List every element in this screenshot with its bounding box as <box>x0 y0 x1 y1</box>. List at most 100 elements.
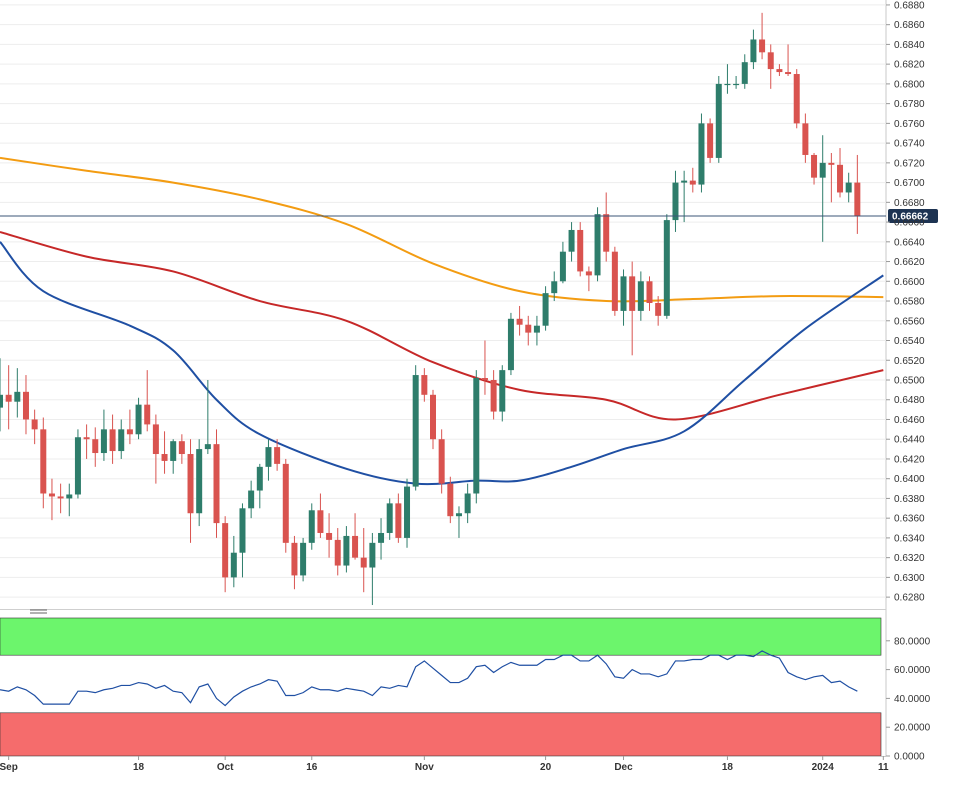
candle <box>334 528 341 576</box>
candle-body <box>109 429 116 452</box>
y-tick-label: 0.6820 <box>894 60 925 71</box>
candle <box>300 537 307 582</box>
candle-body <box>74 437 81 495</box>
candle <box>0 358 3 432</box>
price-gridlines <box>0 4 886 598</box>
y-tick-label: 0.6640 <box>894 237 925 248</box>
candle-body <box>551 281 558 294</box>
candle-body <box>135 404 142 435</box>
y-tick-label: 0.6540 <box>894 336 925 347</box>
candle-body <box>152 424 159 455</box>
candle-body <box>352 535 359 558</box>
candle-body <box>741 62 748 84</box>
candle <box>256 463 263 509</box>
candle <box>854 154 861 234</box>
candle <box>74 429 81 499</box>
candle <box>447 476 454 524</box>
y-tick-label: 0.6320 <box>894 553 925 564</box>
x-tick-label: 16 <box>306 762 318 773</box>
candle-body <box>507 318 514 371</box>
candle <box>343 526 350 573</box>
candle-body <box>360 557 367 568</box>
y-tick-label: 0.6340 <box>894 533 925 544</box>
x-tick-label: Oct <box>217 762 234 773</box>
panel-divider[interactable] <box>0 609 886 614</box>
y-tick-label: 0.6860 <box>894 20 925 31</box>
candle-body <box>750 39 757 63</box>
candle <box>655 296 662 326</box>
candle-body <box>395 503 402 538</box>
candle <box>455 506 462 538</box>
candle-body <box>438 439 445 484</box>
candle-body <box>845 182 852 193</box>
candle-body <box>412 375 419 487</box>
y-tick-label: 0.6740 <box>894 139 925 150</box>
candle <box>239 503 246 578</box>
sma-mid-line <box>0 230 884 421</box>
candle-body <box>447 483 454 517</box>
candle <box>559 241 566 284</box>
y-tick-label: 0.6780 <box>894 99 925 110</box>
candle-body <box>663 220 670 316</box>
y-tick-label: 0.6400 <box>894 474 925 485</box>
candle <box>577 222 584 277</box>
candle <box>144 370 151 432</box>
current-price-line: 0.66662 <box>0 208 938 223</box>
candle <box>802 113 809 163</box>
y-tick-label: 0.6360 <box>894 514 925 525</box>
candle-body <box>66 494 73 499</box>
candle <box>83 424 90 459</box>
candle <box>282 458 289 553</box>
current-price-badge <box>888 208 938 223</box>
candle <box>533 315 540 346</box>
candle-body <box>40 429 47 494</box>
candle <box>404 478 411 548</box>
y-tick-label: 0.6560 <box>894 316 925 327</box>
candle <box>499 365 506 422</box>
moving-averages <box>0 156 884 486</box>
candle-body <box>837 164 844 193</box>
candle-body <box>542 293 549 326</box>
candle <box>819 135 826 242</box>
y-tick-label: 0.6600 <box>894 277 925 288</box>
candle-body <box>464 493 471 514</box>
candle <box>611 246 618 316</box>
candle <box>369 532 376 606</box>
candle <box>152 414 159 484</box>
candle <box>741 54 748 89</box>
candle <box>438 429 445 494</box>
candle <box>637 271 644 321</box>
candle <box>724 64 731 94</box>
candle <box>395 493 402 543</box>
candle-body <box>421 375 428 395</box>
candle <box>793 69 800 129</box>
candle <box>31 409 38 445</box>
x-tick-label: 2024 <box>812 762 835 773</box>
y-tick-label: 0.6840 <box>894 40 925 51</box>
candle <box>360 528 367 593</box>
candlesticks <box>0 12 861 606</box>
candle <box>490 370 497 420</box>
candle-body <box>178 441 185 455</box>
x-tick-label: 20 <box>540 762 552 773</box>
candle <box>222 516 229 593</box>
sma-long-line <box>0 156 884 303</box>
candle <box>542 286 549 331</box>
y-tick-label: 0.6380 <box>894 494 925 505</box>
candle <box>837 148 844 198</box>
y-tick-label: 0.6460 <box>894 415 925 426</box>
rsi-line <box>0 650 858 707</box>
candle <box>308 503 315 550</box>
candle-body <box>620 276 627 311</box>
candle-body <box>300 542 307 576</box>
candle <box>551 271 558 302</box>
osc-tick-label: 80.0000 <box>894 636 931 647</box>
candle-body <box>785 72 792 75</box>
candle-body <box>222 523 229 578</box>
x-tick-label: Dec <box>614 762 633 773</box>
candle-body <box>594 214 601 276</box>
candle-body <box>611 251 618 311</box>
candle-body <box>811 154 818 178</box>
y-tick-label: 0.6620 <box>894 257 925 268</box>
